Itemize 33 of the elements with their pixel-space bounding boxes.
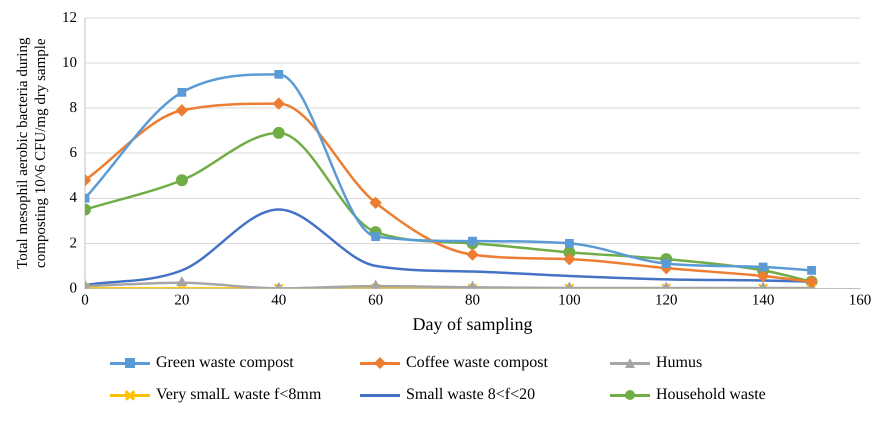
y-tick-label: 10 — [62, 55, 77, 72]
y-tick-label: 4 — [70, 190, 78, 206]
y-tick-label: 12 — [62, 10, 77, 26]
x-axis-title: Day of sampling — [412, 314, 532, 334]
point — [272, 98, 285, 110]
x-tick-label: 100 — [558, 292, 581, 308]
y-tick-label: 0 — [70, 280, 77, 296]
y-tick-label: 8 — [70, 100, 77, 116]
legend-label: Household waste — [656, 386, 766, 404]
point — [564, 238, 574, 248]
legend-label: Small waste 8<f<20 — [406, 386, 536, 404]
y-tick-label: 6 — [70, 145, 78, 162]
y-axis-title: Total mesophil aerobic bacteria during composting 10^6 CFU/mg dry sample — [14, 37, 49, 269]
x-tick-label: 0 — [81, 292, 89, 308]
x-tick-label: 160 — [848, 292, 872, 308]
x-tick-label: 140 — [752, 292, 774, 308]
x-tick-label: 40 — [271, 292, 286, 308]
point — [176, 104, 188, 116]
point — [370, 196, 382, 209]
x-tick-label: 60 — [368, 292, 384, 308]
x-tick-label: 120 — [655, 292, 678, 308]
point — [176, 174, 188, 186]
x-tick-label: 20 — [174, 292, 190, 308]
point — [468, 236, 477, 246]
point — [371, 232, 380, 241]
legend-label: Very smalL waste f<8mm — [156, 386, 322, 404]
point — [272, 126, 285, 139]
point — [177, 88, 186, 97]
y-tick-label: 2 — [70, 235, 77, 252]
x-tick-label: 80 — [465, 292, 480, 308]
legend-label: Humus — [656, 354, 702, 372]
legend-label: Green waste compost — [156, 354, 294, 372]
legend-label: Coffee waste compost — [406, 354, 548, 372]
